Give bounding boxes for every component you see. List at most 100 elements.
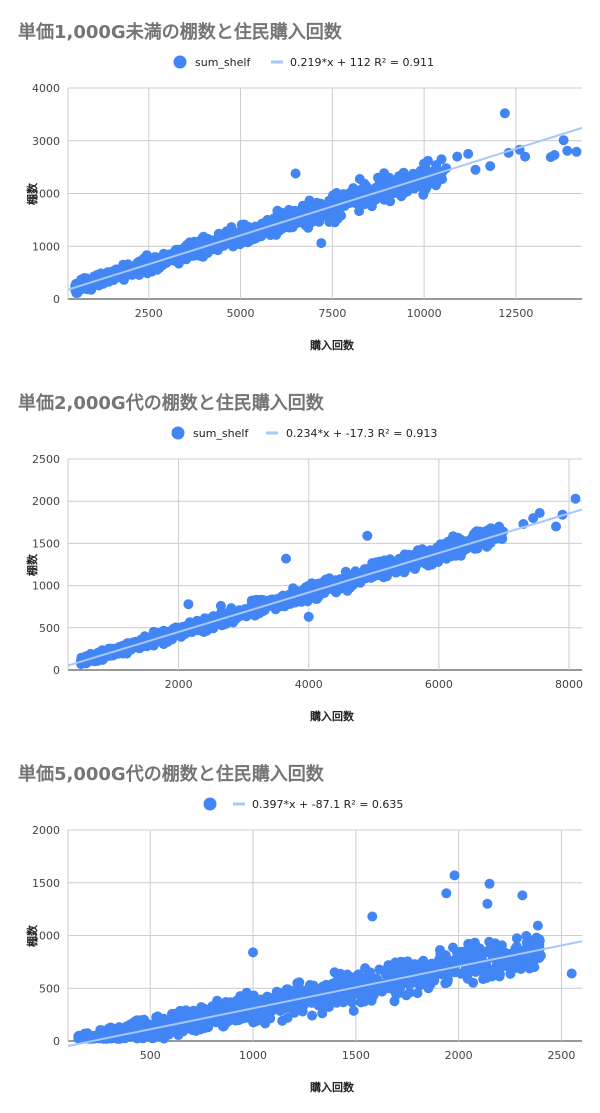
scatter-point — [442, 538, 453, 549]
scatter-point — [149, 1019, 160, 1030]
trendline — [67, 126, 583, 291]
x-tick-label: 2000 — [445, 1049, 473, 1062]
x-axis-label: 購入回数 — [309, 338, 355, 352]
scatter-point — [302, 581, 313, 592]
chart-3-svg: 単価5,000G代の棚数と住民購入回数 0.397*x + -87.1 R² =… — [18, 763, 583, 1094]
legend: sum_shelf 0.234*x + -17.3 R² = 0.913 — [171, 426, 437, 440]
scatter-point — [527, 936, 538, 947]
scatter-point — [213, 232, 224, 242]
x-tick-label: 4000 — [295, 678, 323, 691]
scatter-point — [331, 587, 342, 598]
scatter-point — [255, 1009, 266, 1020]
scatter-point — [503, 961, 514, 972]
scatter-point — [464, 941, 475, 952]
x-axis-label: 購入回数 — [309, 1080, 355, 1094]
scatter-point — [304, 195, 315, 206]
scatter-point — [477, 528, 488, 539]
scatter-point — [356, 987, 367, 997]
y-tick-label: 3000 — [32, 135, 60, 148]
y-tick-label: 1000 — [32, 240, 60, 253]
scatter-point — [376, 982, 386, 993]
chart-title: 単価5,000G代の棚数と住民購入回数 — [18, 763, 325, 785]
scatter-point — [379, 965, 390, 976]
chart-title: 単価2,000G代の棚数と住民購入回数 — [18, 392, 325, 414]
scatter-point — [187, 1024, 198, 1035]
x-tick-label: 500 — [140, 1049, 161, 1062]
trendline — [67, 940, 583, 1047]
scatter-point — [449, 870, 460, 881]
scatter-point — [268, 993, 279, 1004]
scatter-point — [239, 1000, 249, 1011]
chart-title: 単価1,000G未満の棚数と住民購入回数 — [18, 21, 343, 43]
scatter-point — [532, 920, 543, 931]
scatter-point — [470, 164, 481, 175]
legend-series-marker — [173, 55, 187, 69]
scatter-point — [499, 108, 510, 119]
scatter-point — [152, 1029, 163, 1040]
scatter-point — [319, 577, 330, 588]
scatter-point — [375, 178, 386, 189]
scatter-point — [482, 898, 493, 909]
scatter-point — [491, 959, 502, 970]
scatter-point — [379, 194, 390, 205]
y-tick-label: 0 — [53, 664, 60, 677]
scatter-point — [489, 941, 500, 952]
scatter-point — [236, 219, 247, 230]
y-tick-label: 1500 — [32, 877, 60, 890]
scatter-point — [287, 222, 298, 233]
scatter-point — [261, 216, 272, 227]
scatter-point — [292, 978, 303, 989]
scatter-point — [434, 955, 444, 965]
scatter-point — [517, 890, 528, 901]
scatter-point — [425, 960, 436, 971]
scatter-point — [362, 183, 373, 194]
scatter-point — [429, 175, 439, 186]
scatter-point — [549, 150, 560, 160]
x-tick-label: 1500 — [342, 1049, 370, 1062]
scatter-point — [282, 1012, 293, 1023]
scatter-point — [180, 1005, 191, 1016]
scatter-point — [468, 530, 479, 541]
scatter-point — [401, 990, 412, 1001]
y-tick-label: 2000 — [32, 495, 60, 508]
y-tick-label: 500 — [39, 622, 60, 635]
scatter-point — [456, 946, 467, 957]
scatter-point — [570, 493, 581, 504]
scatter-points — [70, 108, 582, 298]
scatter-point — [341, 190, 352, 201]
scatter-point — [316, 238, 327, 249]
legend: 0.397*x + -87.1 R² = 0.635 — [203, 797, 403, 811]
scatter-point — [241, 1012, 252, 1023]
scatter-point — [290, 168, 301, 179]
x-tick-label: 2000 — [165, 678, 193, 691]
scatter-point — [566, 968, 577, 979]
scatter-point — [283, 209, 294, 220]
scatter-point — [407, 959, 418, 970]
scatter-point — [468, 977, 479, 988]
scatter-point — [183, 599, 194, 610]
y-tick-label: 500 — [39, 982, 60, 995]
scatter-point — [367, 911, 378, 922]
legend-series-label: sum_shelf — [193, 427, 249, 440]
scatter-point — [168, 1026, 179, 1037]
y-tick-label: 1000 — [32, 930, 60, 943]
scatter-point — [283, 984, 293, 995]
scatter-point — [328, 980, 338, 991]
scatter-point — [448, 531, 459, 542]
legend: sum_shelf 0.219*x + 112 R² = 0.911 — [173, 55, 434, 69]
scatter-point — [551, 521, 561, 532]
scatter-point — [470, 967, 481, 977]
scatter-point — [441, 888, 452, 899]
trendline — [67, 508, 583, 667]
scatter-point — [410, 179, 421, 190]
scatter-point — [482, 540, 493, 551]
legend-series-marker — [171, 426, 185, 440]
scatter-point — [412, 988, 423, 999]
scatter-point — [301, 986, 312, 997]
scatter-point — [485, 523, 496, 534]
scatter-point — [253, 995, 264, 1005]
scatter-point — [418, 189, 429, 200]
scatter-point — [528, 513, 539, 524]
chart-2-svg: 単価2,000G代の棚数と住民購入回数 sum_shelf 0.234*x + … — [18, 392, 583, 723]
scatter-point — [477, 947, 487, 958]
